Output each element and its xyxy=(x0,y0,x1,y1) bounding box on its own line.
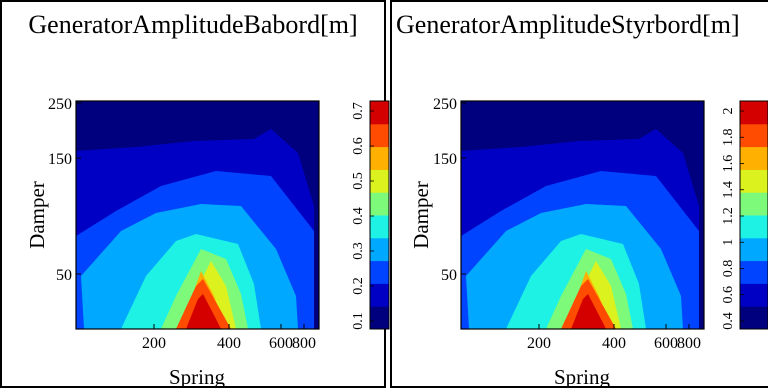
contour-plot-area xyxy=(76,101,319,329)
colorbar-segment xyxy=(740,192,768,216)
colorbar-tick-label: 0.3 xyxy=(351,242,366,260)
colorbar-tick-label: 2 xyxy=(721,108,736,115)
colorbar-tick-label: 0.6 xyxy=(721,286,736,304)
colorbar-tick-label: 0.7 xyxy=(351,102,366,120)
colorbar: 0.4 0.6 0.8 1 1.2 1.4 1.6 1.8 2 xyxy=(721,100,768,330)
colorbar-segment xyxy=(370,215,389,239)
colorbar-tick-label: 0.5 xyxy=(351,172,366,190)
x-tick-label: 800 xyxy=(677,335,701,352)
x-tick-label: 200 xyxy=(142,335,166,352)
colorbar-segment xyxy=(740,283,768,307)
plot-frame xyxy=(75,100,320,330)
colorbar-segment xyxy=(370,169,389,193)
colorbar-tick-label: 0.4 xyxy=(721,312,736,330)
colorbar-segment xyxy=(370,306,389,330)
chart-panel-styrbord: GeneratorAmplitudeStyrbord[m] 200 400 600 8… xyxy=(390,0,768,388)
colorbar-tick-label: 1.2 xyxy=(721,207,736,225)
colorbar-segment xyxy=(740,306,768,330)
x-tick-label: 600 xyxy=(269,335,293,352)
colorbar: 0.1 0.2 0.3 0.4 0.5 0.6 0.7 xyxy=(351,100,390,330)
y-tick-label: 250 xyxy=(48,96,72,113)
y-tick-label: 250 xyxy=(433,96,457,113)
colorbar-tick-label: 1.8 xyxy=(721,129,736,147)
y-tick-label: 50 xyxy=(56,267,72,284)
colorbar-tick-label: 1 xyxy=(721,239,736,246)
chart-title: GeneratorAmplitudeStyrbord[m] xyxy=(396,10,740,39)
colorbar-tick-label: 0.1 xyxy=(351,312,366,330)
colorbar-frame xyxy=(739,100,768,330)
colorbar-tick-label: 0.4 xyxy=(351,207,366,225)
x-tick-label: 800 xyxy=(292,335,316,352)
contour-level-9 xyxy=(571,294,606,329)
chart-title: GeneratorAmplitudeBabord[m] xyxy=(28,10,357,39)
colorbar-tick-label: 0.8 xyxy=(721,260,736,278)
y-tick-label: 150 xyxy=(433,151,457,168)
x-tick-label: 400 xyxy=(217,335,241,352)
panel-frame xyxy=(390,0,768,388)
x-axis-label: Spring xyxy=(169,365,226,388)
plot-frame xyxy=(460,100,705,330)
x-axis-label: Spring xyxy=(554,365,611,388)
y-tick-label: 150 xyxy=(48,151,72,168)
colorbar-tick-label: 1.6 xyxy=(721,155,736,173)
colorbar-segment xyxy=(740,101,768,125)
y-axis-label: Damper xyxy=(25,181,49,249)
colorbar-segment xyxy=(740,237,768,262)
y-axis-label: Damper xyxy=(409,181,433,249)
axes: 200 400 600 800 250 150 50 xyxy=(48,96,316,352)
colorbar-segment xyxy=(370,101,389,125)
axes: 200 400 600 800 250 150 50 xyxy=(433,96,701,352)
x-tick-label: 400 xyxy=(602,335,626,352)
colorbar-segment xyxy=(740,260,768,284)
colorbar-tick-label: 0.6 xyxy=(351,137,366,155)
colorbar-segment xyxy=(740,146,768,170)
x-tick-label: 600 xyxy=(654,335,678,352)
colorbar-segment xyxy=(370,237,389,262)
colorbar-segment xyxy=(370,283,389,307)
colorbar-segment xyxy=(370,260,389,284)
colorbar-segment xyxy=(740,123,768,148)
y-tick-label: 50 xyxy=(441,267,457,284)
contour-level-9 xyxy=(186,294,221,329)
colorbar-tick-label: 0.2 xyxy=(351,277,366,295)
colorbar-frame xyxy=(369,100,390,330)
colorbar-segment xyxy=(740,169,768,193)
colorbar-segment xyxy=(370,146,389,170)
colorbar-tick-label: 1.4 xyxy=(721,181,736,199)
colorbar-segment xyxy=(740,215,768,239)
contour-plot-area xyxy=(461,101,704,329)
colorbar-segment xyxy=(370,192,389,216)
x-tick-label: 200 xyxy=(527,335,551,352)
chart-panel-babord: GeneratorAmplitudeBabord[m] 200 400 600 800… xyxy=(0,0,390,388)
colorbar-segment xyxy=(370,123,389,148)
